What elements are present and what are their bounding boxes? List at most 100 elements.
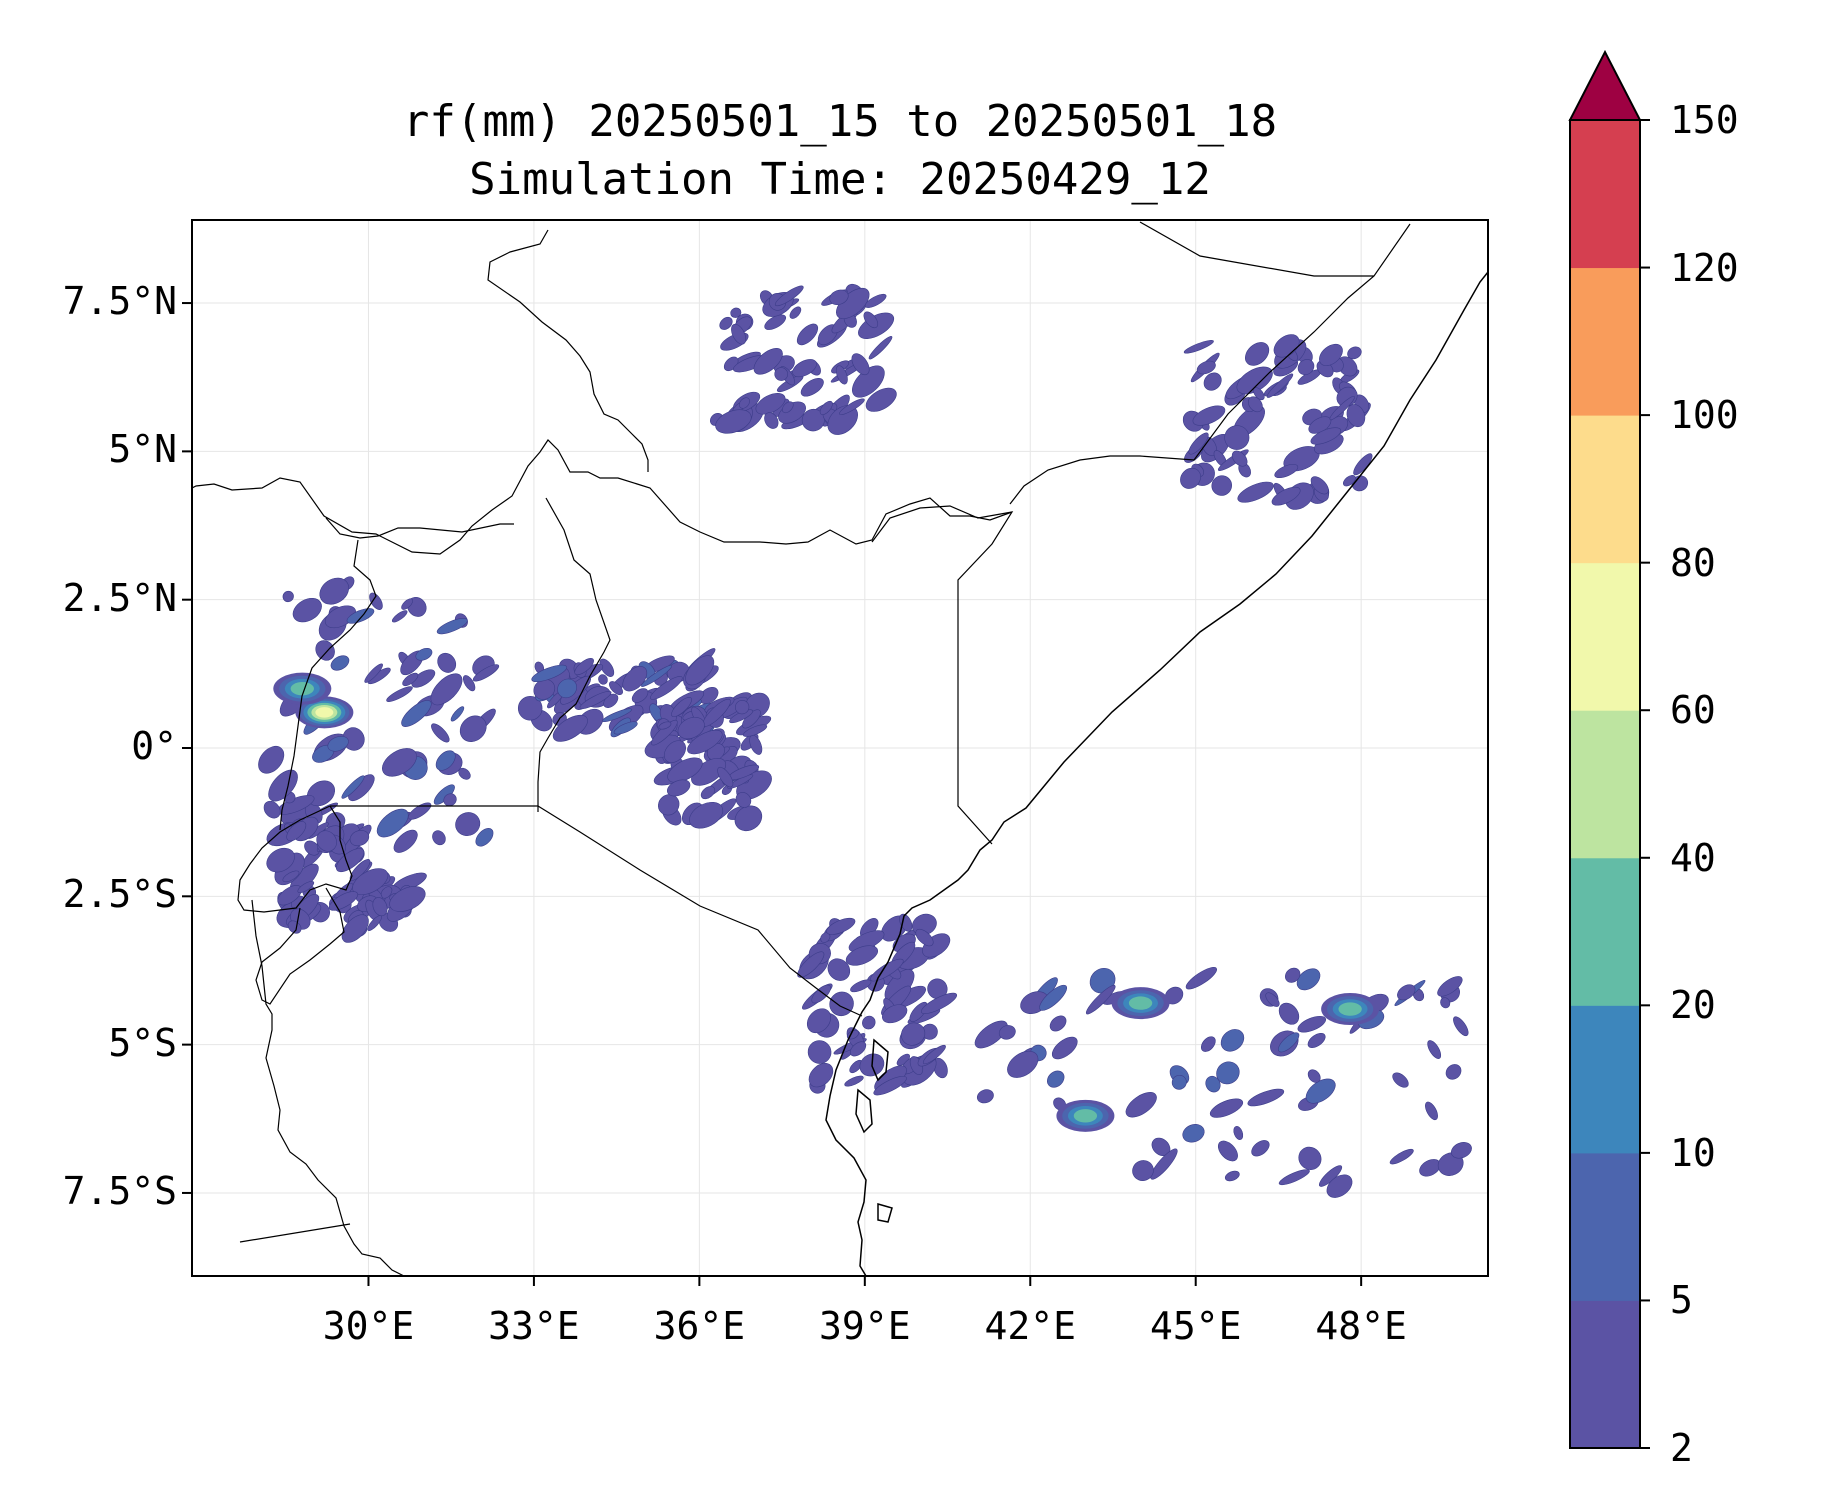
rain-cell xyxy=(735,792,752,808)
rain-cell xyxy=(450,706,465,722)
rain-cell xyxy=(735,700,750,715)
colorbar-tick-label: 20 xyxy=(1670,983,1716,1028)
rain-cell xyxy=(1307,1032,1326,1048)
rain-cell xyxy=(402,672,419,687)
rain-cell xyxy=(641,665,673,687)
rain-cell xyxy=(1278,1002,1300,1025)
rain-cell xyxy=(1132,1160,1154,1181)
rain-cell xyxy=(415,647,433,661)
colorbar-tick-label: 80 xyxy=(1670,540,1716,585)
colorbar-tick-label: 2 xyxy=(1670,1426,1693,1470)
rain-maximum xyxy=(290,682,314,696)
rain-cell xyxy=(976,1089,994,1104)
rain-cell xyxy=(1051,1036,1078,1060)
rain-cell xyxy=(998,1025,1016,1040)
colorbar-tick-label: 5 xyxy=(1670,1278,1693,1323)
rain-cell xyxy=(868,336,893,360)
rain-cell xyxy=(574,657,594,676)
rain-cell xyxy=(432,830,446,846)
rain-cell xyxy=(430,673,463,706)
rain-cell xyxy=(263,800,281,819)
colorbar-tick-label: 150 xyxy=(1670,98,1739,142)
rain-cell xyxy=(920,992,958,1014)
rain-cell xyxy=(731,323,747,345)
rain-cell xyxy=(667,757,703,783)
rain-cell xyxy=(909,1001,928,1022)
drc-tanzania-border xyxy=(251,899,405,1276)
rain-cell xyxy=(1224,1170,1240,1182)
rain-cell xyxy=(1150,1148,1178,1180)
colorbar-segment xyxy=(1570,1300,1640,1449)
rain-cell xyxy=(297,881,315,894)
rain-cell xyxy=(286,821,307,842)
rain-cell xyxy=(436,618,468,635)
rain-cell xyxy=(599,658,615,677)
rain-cell xyxy=(1278,1169,1310,1186)
rain-cell xyxy=(849,1041,867,1057)
rain-cell xyxy=(715,409,752,434)
rain-cell xyxy=(1271,486,1301,506)
rain-cell xyxy=(1216,1061,1240,1085)
rain-cell xyxy=(401,598,413,610)
colorbar-frame xyxy=(1569,119,1641,1449)
rain-cell xyxy=(1192,405,1226,426)
rain-cell xyxy=(671,697,692,718)
lon-tick-label: 48°E xyxy=(1315,1304,1407,1348)
rain-cell xyxy=(1310,427,1342,445)
rain-cell xyxy=(349,830,370,847)
rain-cell xyxy=(719,316,733,330)
kenya-tanzania-border xyxy=(537,805,863,1017)
rain-cell xyxy=(341,775,365,799)
rain-cell xyxy=(658,721,672,730)
rain-cell xyxy=(1297,359,1315,376)
rain-cell xyxy=(376,808,409,838)
rain-cell xyxy=(797,951,825,978)
rain-cell xyxy=(411,669,436,688)
rain-cell xyxy=(1298,1146,1322,1170)
rain-cell xyxy=(687,729,723,755)
rain-cell xyxy=(1188,432,1209,455)
rain-cell xyxy=(1245,342,1270,366)
rain-cell xyxy=(579,691,612,710)
rain-cell xyxy=(689,801,724,829)
rain-cell xyxy=(700,786,716,800)
rain-cell xyxy=(341,914,369,943)
rain-cell xyxy=(462,675,476,692)
rain-cell xyxy=(1209,1098,1244,1118)
rain-cell xyxy=(330,655,350,671)
rain-cell xyxy=(336,848,365,873)
lat-tick-label: 2.5°S xyxy=(62,872,177,917)
rain-cell xyxy=(863,311,879,329)
rain-maximum xyxy=(1073,1109,1098,1123)
rain-cell xyxy=(755,392,786,415)
lat-tick-label: 5°S xyxy=(108,1020,177,1065)
rain-cell xyxy=(734,805,763,832)
rain-cell xyxy=(1248,396,1263,413)
colorbar-tick-label: 10 xyxy=(1670,1130,1716,1175)
ethiopia-somalia-border xyxy=(1009,223,1411,505)
rain-cell xyxy=(1049,1015,1067,1032)
rain-cell xyxy=(807,1040,832,1064)
coastlines-and-borders xyxy=(192,221,1488,1276)
rain-cell xyxy=(774,285,804,307)
rain-cell xyxy=(1326,1174,1353,1198)
uganda-kenya-border xyxy=(325,517,514,539)
colorbar-segment xyxy=(1570,562,1640,711)
rain-cell xyxy=(862,1015,876,1030)
rain-cell xyxy=(658,794,680,816)
colorbar-segment xyxy=(1570,857,1640,1006)
rain-cell xyxy=(475,828,494,847)
rain-cell xyxy=(882,1004,908,1024)
rain-cell xyxy=(1310,476,1329,495)
rain-cell xyxy=(685,655,715,686)
south-sudan-ethiopia-border xyxy=(487,229,649,472)
rain-cell xyxy=(292,597,322,623)
rain-cell xyxy=(663,740,686,763)
rain-cell xyxy=(1220,1029,1245,1052)
rain-cell xyxy=(304,840,320,856)
rain-cell xyxy=(602,708,632,723)
rain-cell xyxy=(435,750,456,771)
rain-cell xyxy=(730,307,742,318)
rain-cell xyxy=(742,724,768,737)
rain-cell xyxy=(455,812,481,836)
